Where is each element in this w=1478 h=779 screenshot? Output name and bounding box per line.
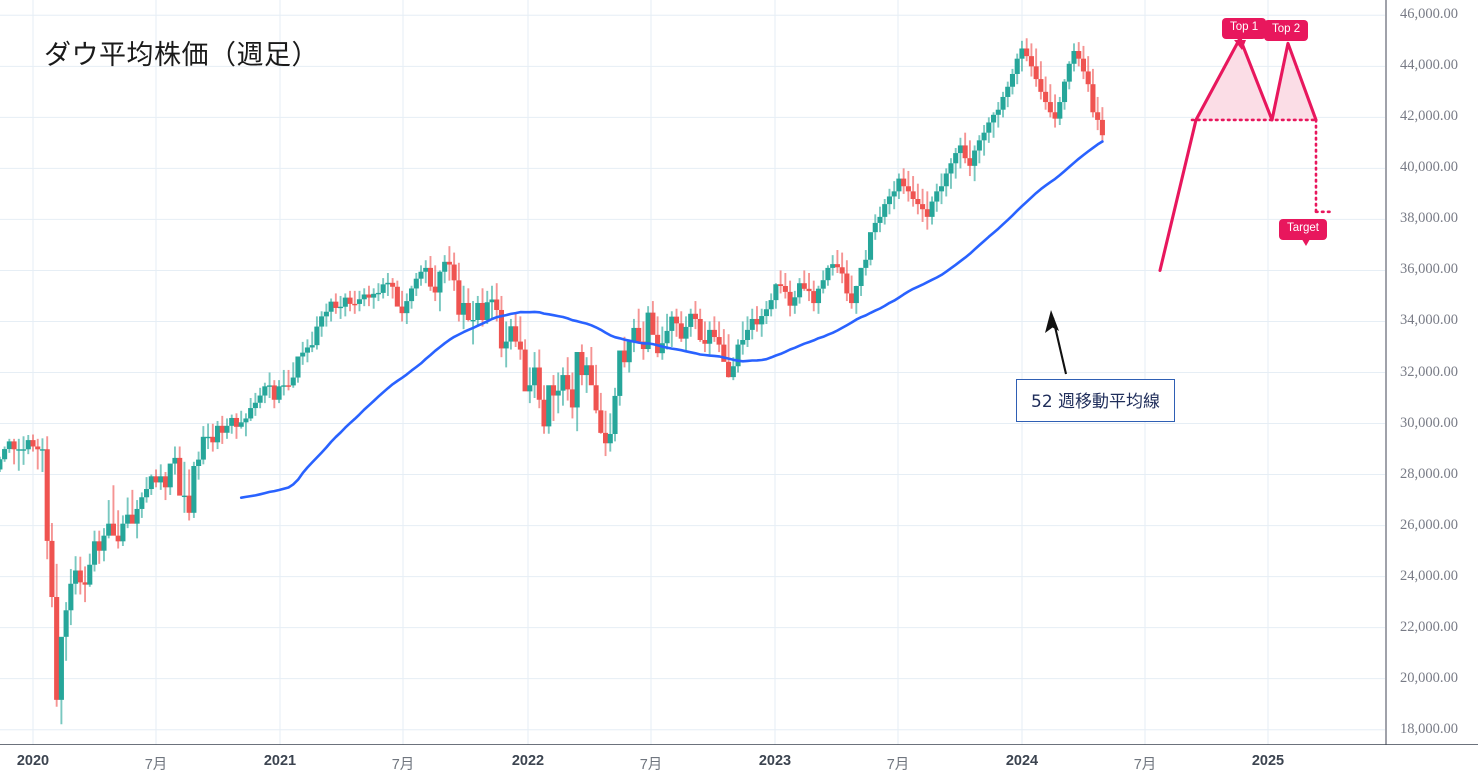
time-axis-label: 7月 (391, 757, 415, 773)
price-axis: 46,000.00 44,000.00 42,000.00 40,000.00 38,0… (1386, 0, 1478, 745)
price-axis-label: 20,000.00 (1400, 669, 1458, 686)
time-axis-label: 2021 (263, 753, 297, 769)
price-axis-label: 46,000.00 (1400, 6, 1458, 23)
time-axis-label: 7月 (639, 757, 663, 773)
price-axis-label: 26,000.00 (1400, 516, 1458, 533)
moving-average-line (239, 140, 1104, 499)
ma-callout-label: 52 週移動平均線 (1016, 379, 1176, 422)
badge-target: Target (1279, 219, 1327, 240)
price-axis-label: 28,000.00 (1400, 465, 1458, 482)
price-axis-label: 30,000.00 (1400, 414, 1458, 431)
price-axis-label: 40,000.00 (1400, 159, 1458, 176)
price-axis-label: 24,000.00 (1400, 567, 1458, 584)
grid-lines (0, 0, 1385, 745)
price-axis-label: 34,000.00 (1400, 312, 1458, 329)
price-axis-label: 44,000.00 (1400, 57, 1458, 74)
time-axis-label: 2024 (1005, 753, 1039, 769)
time-axis-label: 7月 (886, 757, 910, 773)
time-axis: 2020 7月 2021 7月 2022 7月 2023 7月 2024 7月 2025 (0, 745, 1478, 779)
price-axis-label: 22,000.00 (1400, 618, 1458, 635)
time-axis-label: 2025 (1251, 753, 1285, 769)
callout-arrow (1045, 310, 1068, 375)
price-axis-label: 18,000.00 (1400, 720, 1458, 737)
badge-top2: Top 2 (1264, 20, 1309, 41)
candlestick-series (0, 38, 1105, 725)
time-axis-label: 2023 (758, 753, 792, 769)
price-axis-label: 38,000.00 (1400, 210, 1458, 227)
time-axis-label: 7月 (1133, 757, 1157, 773)
badge-top1: Top 1 (1222, 18, 1267, 39)
price-axis-label: 32,000.00 (1400, 363, 1458, 380)
time-axis-label: 2022 (511, 753, 545, 769)
price-axis-label: 42,000.00 (1400, 108, 1458, 125)
chart-title: ダウ平均株価（週足） (44, 40, 319, 71)
time-axis-label: 7月 (144, 757, 168, 773)
time-axis-label: 2020 (16, 753, 50, 769)
double-top-pattern (1158, 36, 1336, 272)
price-axis-label: 36,000.00 (1400, 261, 1458, 278)
